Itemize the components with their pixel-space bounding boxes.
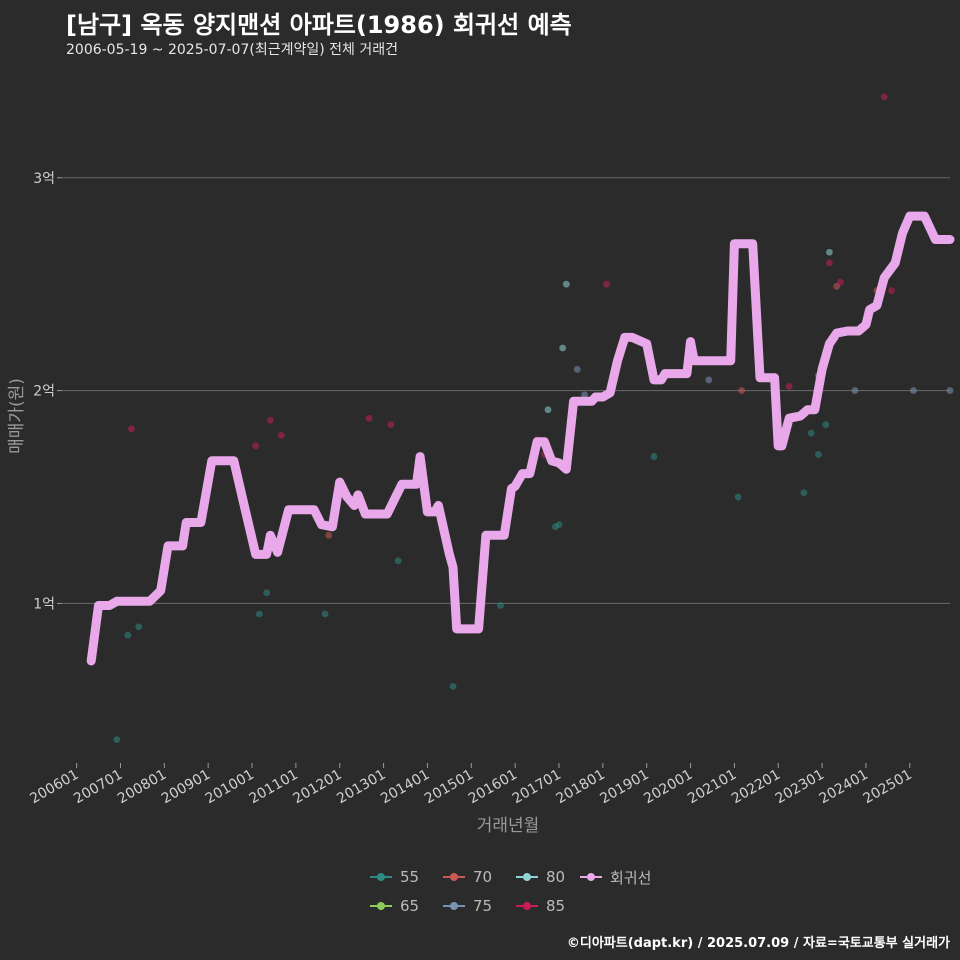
chart-subtitle: 2006-05-19 ~ 2025-07-07(최근계약일) 전체 거래건	[66, 42, 398, 58]
data-point-85	[266, 416, 274, 424]
data-point-75	[705, 376, 713, 384]
y-axis-ticks: 1억 2억 3억	[33, 171, 62, 612]
x-tick-label: 201301	[334, 767, 388, 808]
source-caption: ©디아파트(dapt.kr) / 2025.07.09 / 자료=국토교통부 실…	[566, 936, 950, 951]
legend-item-80: 80	[514, 866, 565, 888]
x-tick-label: 201101	[247, 767, 301, 808]
legend-label-70: 70	[473, 868, 493, 886]
y-tick-label: 3억	[33, 171, 55, 187]
legend-key-65	[368, 895, 394, 917]
data-point-55	[263, 589, 271, 597]
legend-label-55: 55	[400, 868, 420, 886]
x-axis-ticks: 2006012007012008012009012010012011012012…	[27, 763, 915, 808]
data-point-55	[822, 421, 830, 429]
data-point-80	[559, 344, 567, 352]
legend-key-85	[514, 895, 540, 917]
y-tick-label: 2억	[33, 384, 55, 400]
data-point-85	[836, 278, 844, 286]
legend-item-55: 55	[368, 866, 419, 888]
data-point-55	[815, 451, 822, 458]
data-point-85	[252, 442, 260, 450]
x-tick-label: 201201	[290, 767, 344, 808]
data-point-80	[826, 248, 833, 256]
legend-item-70: 70	[441, 866, 492, 888]
data-point-80	[562, 280, 570, 288]
data-point-55	[807, 429, 815, 437]
data-point-55	[734, 493, 742, 501]
data-point-55	[650, 453, 658, 460]
data-point-55	[555, 521, 563, 529]
data-point-55	[135, 623, 143, 631]
data-point-85	[365, 414, 373, 422]
x-tick-label: 200801	[115, 767, 169, 808]
y-axis-label: 매매가(원)	[7, 378, 27, 454]
data-point-75	[910, 387, 917, 394]
data-point-80	[544, 406, 552, 414]
data-point-55	[321, 610, 329, 618]
x-tick-label: 201901	[597, 767, 651, 808]
x-tick-label: 202001	[641, 767, 695, 808]
data-point-55	[124, 631, 132, 639]
data-point-85	[785, 382, 793, 390]
x-tick-label: 201701	[510, 767, 564, 808]
x-tick-label: 201001	[203, 767, 257, 808]
legend-label-regression: 회귀선	[610, 868, 652, 887]
x-tick-label: 201501	[422, 767, 476, 808]
regression-line	[86, 211, 955, 666]
chart-title: [남구] 옥동 양지맨션 아파트(1986) 회귀선 예측	[66, 11, 572, 39]
x-tick-label: 201601	[466, 767, 520, 808]
data-point-85	[888, 287, 895, 294]
x-tick-label: 202301	[773, 767, 827, 808]
data-point-75	[851, 387, 859, 394]
x-tick-label: 202501	[861, 767, 915, 808]
x-tick-label: 202201	[729, 767, 783, 808]
data-point-85	[603, 280, 610, 288]
legend-key-80	[514, 866, 540, 888]
data-point-55	[449, 682, 457, 690]
x-tick-label: 200601	[27, 767, 81, 808]
scatter-points	[113, 93, 954, 743]
regression-line-layer	[86, 211, 955, 666]
legend-label-80: 80	[546, 868, 566, 886]
legend-item-75: 75	[441, 895, 492, 917]
legend-key-regression	[578, 866, 604, 888]
x-tick-label: 200701	[71, 767, 125, 808]
legend-label-65: 65	[400, 897, 420, 915]
grid-lines	[62, 177, 950, 604]
x-axis-label: 거래년월	[477, 816, 540, 836]
data-point-70	[325, 531, 333, 539]
legend-item-65: 65	[368, 895, 419, 917]
data-point-55	[255, 610, 263, 618]
legend-label-75: 75	[473, 897, 493, 915]
data-point-55	[113, 736, 121, 743]
legend: 55 65 70 75 80 85 회귀선	[368, 866, 668, 922]
data-point-55	[394, 557, 402, 565]
legend-item-regression: 회귀선	[578, 866, 651, 888]
legend-label-85: 85	[546, 897, 566, 915]
legend-item-85: 85	[514, 895, 565, 917]
y-tick-label: 1억	[33, 596, 55, 612]
legend-key-75	[441, 895, 467, 917]
data-point-85	[387, 421, 395, 429]
data-point-85	[128, 425, 135, 433]
x-tick-label: 200901	[159, 767, 213, 808]
x-tick-label: 202401	[817, 767, 871, 808]
data-point-85	[826, 259, 833, 267]
legend-key-55	[368, 866, 394, 888]
data-point-55	[800, 489, 808, 497]
x-tick-label: 201401	[378, 767, 432, 808]
data-point-75	[573, 365, 581, 373]
data-point-70	[738, 387, 746, 394]
data-point-75	[946, 387, 954, 394]
data-point-75	[581, 391, 588, 399]
data-point-55	[497, 602, 504, 609]
x-tick-label: 202101	[685, 767, 739, 808]
data-point-85	[277, 431, 285, 439]
data-point-85	[880, 93, 888, 101]
x-tick-label: 201801	[554, 767, 608, 808]
legend-key-70	[441, 866, 467, 888]
